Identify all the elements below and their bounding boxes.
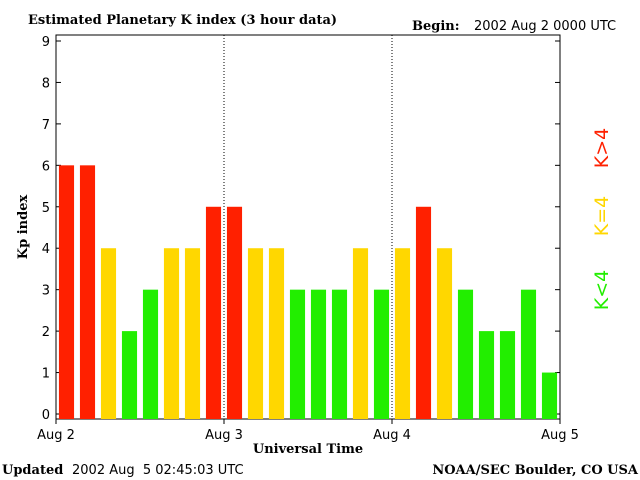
kp-bar — [352, 248, 369, 419]
kp-bar — [499, 331, 516, 419]
kp-bar — [268, 248, 285, 419]
y-tick-label: 8 — [42, 76, 50, 91]
begin-value: 2002 Aug 2 0000 UTC — [474, 19, 616, 34]
kp-bar — [415, 206, 432, 419]
legend-low: K<4 — [591, 270, 613, 310]
y-axis-label: Kp index — [16, 195, 31, 260]
y-tick-label: 6 — [42, 159, 50, 174]
kp-bar — [79, 165, 96, 419]
y-tick-label: 0 — [42, 408, 50, 423]
kp-bar — [457, 289, 474, 419]
updated-label: Updated — [2, 463, 63, 478]
y-tick-label: 3 — [42, 284, 50, 299]
kp-bar — [478, 331, 495, 419]
begin-label: Begin: — [412, 19, 460, 34]
kp-bar — [142, 289, 159, 419]
plot-frame — [55, 34, 561, 420]
kp-bar — [247, 248, 264, 419]
legend-high: K>4 — [591, 128, 613, 168]
chart-title: Estimated Planetary K index (3 hour data… — [28, 13, 337, 28]
kp-bar — [163, 248, 180, 419]
kp-bar — [100, 248, 117, 419]
y-tick-label: 2 — [42, 325, 50, 340]
x-tick-label: Aug 2 — [37, 428, 75, 443]
y-tick-label: 5 — [42, 201, 50, 216]
bar-series — [58, 165, 558, 419]
x-tick-label: Aug 5 — [541, 428, 579, 443]
kp-bar — [520, 289, 537, 419]
updated-value: 2002 Aug 5 02:45:03 UTC — [72, 463, 244, 478]
kp-bar — [310, 289, 327, 419]
kp-bar — [205, 206, 222, 419]
x-axis: Aug 2 Aug 3 Aug 4 Aug 5 — [37, 419, 579, 443]
x-tick-label: Aug 4 — [373, 428, 411, 443]
y-axis: 0 1 2 3 4 5 6 7 8 9 — [42, 35, 560, 423]
kp-bar — [58, 165, 75, 419]
kp-bar — [436, 248, 453, 419]
kp-bar — [331, 289, 348, 419]
kp-bar — [184, 248, 201, 419]
kp-bar — [394, 248, 411, 419]
kp-bar — [121, 331, 138, 419]
y-tick-label: 9 — [42, 35, 50, 50]
source-credit: NOAA/SEC Boulder, CO USA — [432, 463, 639, 478]
x-axis-label: Universal Time — [253, 442, 363, 457]
legend-mid: K=4 — [591, 196, 613, 236]
kp-bar — [541, 372, 558, 419]
y-tick-label: 7 — [42, 118, 50, 133]
kp-bar — [289, 289, 306, 419]
kp-bar — [373, 289, 390, 419]
kp-bar — [226, 206, 243, 419]
x-tick-label: Aug 3 — [205, 428, 243, 443]
y-tick-label: 4 — [42, 242, 50, 257]
y-tick-label: 1 — [42, 367, 50, 382]
